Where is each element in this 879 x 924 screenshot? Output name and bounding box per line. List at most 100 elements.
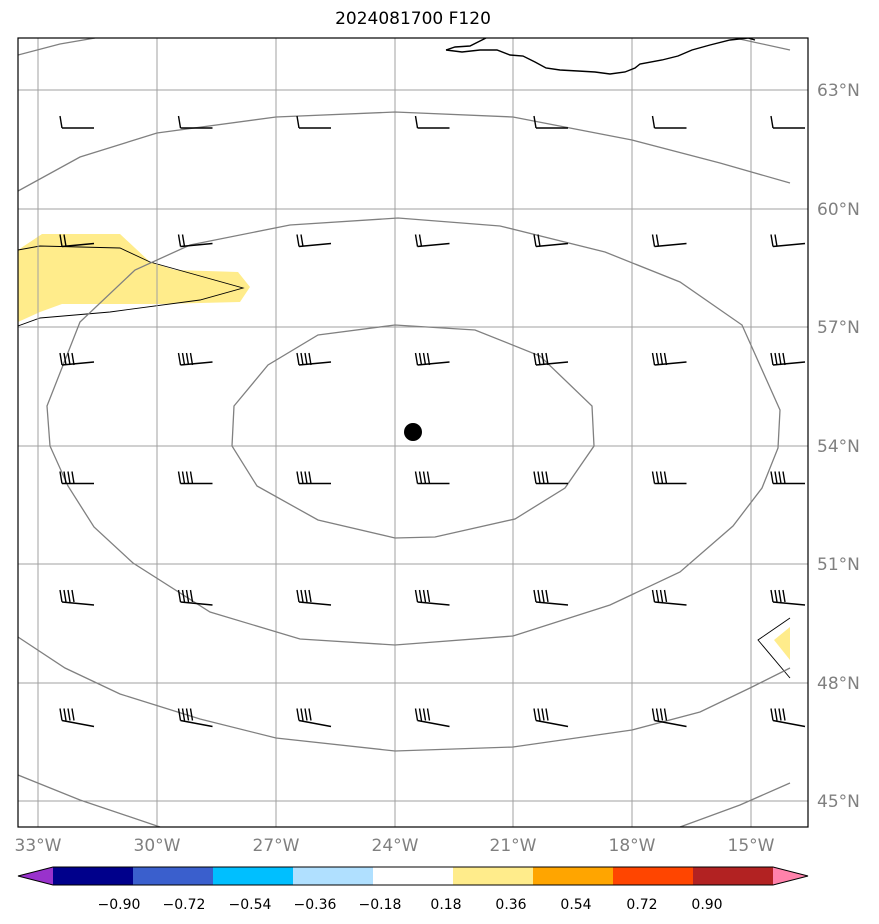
wind-barb	[770, 471, 805, 485]
graticule	[18, 38, 808, 827]
wind-barb	[770, 234, 806, 248]
wind-barb	[533, 352, 569, 366]
wind-barb	[60, 826, 65, 827]
colorbar-tick-label: 0.72	[626, 897, 657, 913]
wind-barb	[177, 589, 213, 606]
wind-barb	[651, 589, 687, 606]
lat-label: 45°N	[817, 792, 860, 812]
contour-far-top-right	[734, 38, 791, 51]
wind-barb	[296, 352, 332, 366]
colorbar-tick-label: −0.72	[163, 897, 206, 913]
wind-barb	[296, 115, 331, 129]
wind-barb	[534, 826, 539, 827]
lon-label: 27°W	[253, 836, 300, 856]
colorbar-segment	[693, 867, 774, 885]
contour-inner	[231, 324, 595, 539]
lat-label: 48°N	[817, 674, 860, 694]
colorbar-segment	[373, 867, 454, 885]
wind-barb	[533, 708, 569, 728]
wind-barb	[414, 352, 450, 366]
lat-label: 54°N	[817, 437, 860, 457]
wind-barb	[651, 115, 687, 129]
wind-barb	[177, 471, 213, 485]
colorbar	[17, 866, 809, 886]
wind-barb	[297, 826, 302, 827]
wind-barb	[177, 115, 213, 129]
colorbar-tick-label: 0.36	[495, 897, 526, 913]
contour-far-bottom	[18, 774, 161, 827]
wind-barb	[414, 589, 450, 606]
colorbar-segment	[453, 867, 534, 885]
anomaly-shade-west	[18, 234, 250, 322]
lon-label: 24°W	[372, 836, 419, 856]
wind-barb	[296, 471, 331, 485]
wind-barb	[651, 708, 687, 728]
lon-label: 33°W	[15, 836, 62, 856]
contour-outer	[18, 111, 791, 192]
wind-barb	[651, 234, 687, 248]
colorbar-tick-label: 0.54	[560, 897, 591, 913]
wind-barb	[770, 708, 806, 728]
colorbar-segment	[213, 867, 294, 885]
colorbar-tick-label: −0.18	[359, 897, 402, 913]
wind-barb	[770, 589, 806, 606]
anomaly-shade-east	[774, 627, 790, 660]
colorbar-segment	[133, 867, 214, 885]
colorbar-outline	[17, 866, 809, 886]
wind-barb	[296, 234, 332, 248]
lat-labels: 63°N 60°N 57°N 54°N 51°N 48°N 45°N	[817, 81, 860, 812]
wind-barb	[59, 234, 95, 248]
lat-label: 63°N	[817, 81, 860, 101]
lon-label: 21°W	[490, 836, 537, 856]
colorbar-tick-label: 0.90	[691, 897, 722, 913]
wind-barb	[533, 589, 569, 606]
colorbar-tick-label: 0.18	[430, 897, 461, 913]
colorbar-tick-label: −0.54	[229, 897, 272, 913]
wind-barb	[59, 115, 94, 129]
coastline	[445, 38, 756, 75]
colorbar-tick-label: −0.90	[98, 897, 141, 913]
wind-barb	[533, 234, 569, 248]
colorbar-segment	[53, 867, 134, 885]
anomaly-outline-east	[757, 617, 791, 679]
pressure-contours	[18, 38, 791, 827]
wind-barb	[177, 708, 213, 728]
map-title: 2024081700 F120	[335, 9, 491, 29]
lon-labels: 33°W 30°W 27°W 24°W 21°W 18°W 15°W	[15, 836, 775, 856]
wind-barb	[651, 471, 687, 485]
wind-barb	[771, 826, 776, 827]
wind-barb	[533, 115, 568, 129]
storm-center-marker	[404, 423, 422, 441]
colorbar-extend-low	[18, 867, 53, 885]
wind-barb	[414, 115, 450, 129]
colorbar-tick-label: −0.36	[294, 897, 337, 913]
colorbar-segment	[613, 867, 694, 885]
wind-barb	[414, 471, 450, 485]
lon-label: 30°W	[134, 836, 181, 856]
colorbar-segment	[293, 867, 374, 885]
wind-barb	[415, 826, 421, 827]
lat-label: 51°N	[817, 555, 860, 575]
contour-middle	[46, 217, 781, 646]
lat-label: 60°N	[817, 200, 860, 220]
wind-barb	[178, 826, 184, 827]
wind-barb	[296, 589, 332, 606]
colorbar-ticks: −0.90 −0.72 −0.54 −0.36 −0.18 0.18 0.36 …	[98, 897, 723, 913]
wind-barb	[296, 708, 332, 728]
wind-barb	[59, 708, 95, 728]
map-border	[17, 37, 809, 828]
contour-outer-bottom	[18, 636, 791, 752]
lon-label: 15°W	[728, 836, 775, 856]
lat-label: 57°N	[817, 318, 860, 338]
contour-far-bottom-right	[679, 782, 791, 827]
wind-barb	[652, 826, 658, 827]
wind-barb	[177, 352, 213, 366]
wind-barbs	[59, 115, 806, 827]
wind-barb	[59, 589, 95, 606]
wind-barb	[770, 352, 806, 366]
colorbar-extend-high	[773, 867, 808, 885]
wind-barb	[59, 471, 94, 485]
colorbar-segment	[533, 867, 614, 885]
wind-barb	[770, 115, 805, 129]
